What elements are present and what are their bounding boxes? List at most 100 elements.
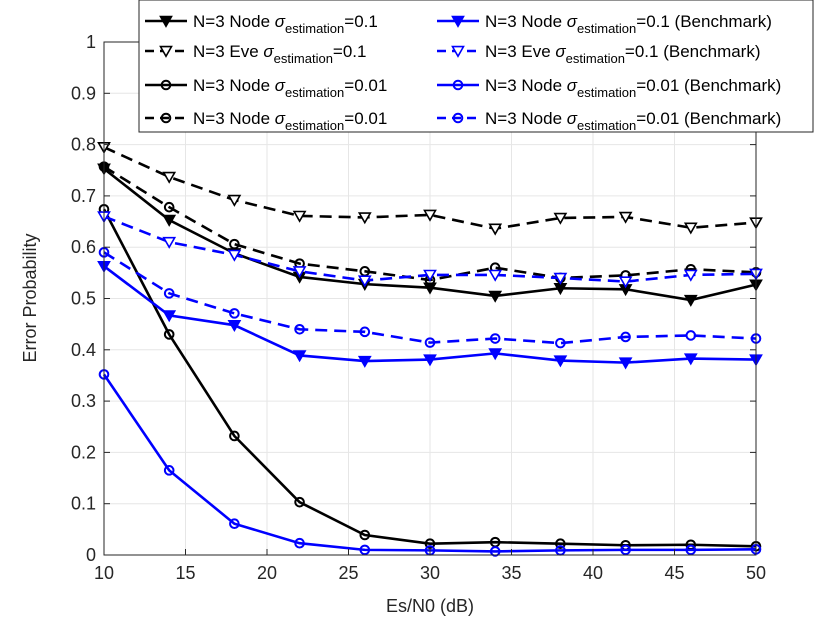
data-point [292, 266, 307, 279]
series-line [103, 251, 757, 345]
legend-marker [159, 15, 173, 28]
y-tick-label: 0.4 [71, 340, 96, 360]
legend: N=3 Node σestimation=0.1 N=3 Eve σestimat… [138, 0, 814, 133]
data-point [229, 238, 240, 250]
y-tick-label: 0.7 [71, 186, 96, 206]
legend-entry: N=3 Node σestimation=0.1 [145, 12, 378, 36]
x-tick-label: 30 [420, 563, 440, 583]
data-point [423, 282, 437, 295]
legend-marker [451, 45, 465, 58]
data-point [162, 236, 177, 249]
data-point [163, 465, 175, 476]
series-5 [97, 260, 763, 370]
series-line [103, 215, 757, 283]
legend-label: N=3 Node σestimation=0.1 (Benchmark) [485, 12, 772, 36]
data-point [683, 269, 698, 282]
legend-label: N=3 Eve σestimation=0.1 (Benchmark) [485, 42, 761, 66]
legend-entry: N=3 Eve σestimation=0.1 [145, 42, 366, 66]
y-tick-label: 0.1 [71, 494, 96, 514]
data-point [618, 276, 633, 289]
x-axis-label: Es/N0 (dB) [386, 596, 474, 616]
legend-entry: N=3 Node σestimation=0.1 (Benchmark) [437, 12, 772, 36]
x-tick-label: 10 [94, 563, 114, 583]
data-point [424, 538, 436, 550]
legend-marker [452, 112, 464, 124]
series-line [102, 208, 757, 548]
x-tick-label: 25 [338, 563, 358, 583]
y-axis-label: Error Probability [20, 233, 40, 362]
data-point [292, 350, 307, 363]
data-point [555, 538, 566, 550]
data-point [294, 537, 305, 549]
legend-label: N=3 Node σestimation=0.01 [193, 109, 387, 133]
data-point [489, 546, 501, 557]
data-point [229, 430, 240, 442]
data-point [618, 211, 633, 224]
legend-label: N=3 Node σestimation=0.01 (Benchmark) [485, 109, 781, 133]
data-point [683, 294, 698, 307]
legend-marker [160, 112, 172, 124]
data-point [488, 290, 503, 303]
legend-entry: N=3 Node σestimation=0.01 [145, 76, 387, 100]
data-point [488, 223, 503, 236]
data-point [162, 214, 177, 227]
y-tick-label: 0.9 [71, 83, 96, 103]
legend-marker [159, 45, 173, 58]
data-point [685, 544, 697, 556]
y-tick-label: 1 [86, 32, 96, 52]
data-point [488, 269, 503, 282]
legend-entry: N=3 Node σestimation=0.01 (Benchmark) [437, 76, 781, 100]
data-point [163, 329, 175, 340]
data-point [162, 310, 177, 323]
legend-entry: N=3 Node σestimation=0.01 [145, 109, 387, 133]
y-tick-label: 0.6 [71, 237, 96, 257]
data-point [553, 272, 568, 285]
x-tick-label: 15 [175, 563, 195, 583]
data-point [227, 319, 242, 333]
legend-entry: N=3 Node σestimation=0.01 (Benchmark) [437, 109, 781, 133]
y-tick-label: 0.3 [71, 391, 96, 411]
data-point [229, 518, 240, 530]
data-point [229, 308, 240, 319]
data-point [685, 330, 697, 341]
data-point [489, 333, 501, 344]
x-tick-label: 45 [664, 563, 684, 583]
data-point [620, 331, 631, 343]
data-point [357, 275, 372, 288]
data-point [359, 544, 371, 556]
data-point [553, 212, 568, 225]
legend-label: N=3 Node σestimation=0.1 [193, 12, 378, 36]
legend-marker [160, 79, 172, 91]
legend-marker [451, 15, 465, 28]
legend-label: N=3 Node σestimation=0.01 [193, 76, 387, 100]
data-point [294, 496, 305, 508]
data-point [424, 337, 436, 348]
data-point [227, 249, 242, 262]
y-tick-label: 0.2 [71, 442, 96, 462]
data-point [488, 348, 503, 361]
series-line [103, 145, 757, 231]
data-point [423, 209, 437, 222]
data-point [359, 529, 371, 541]
y-tick-label: 0.8 [71, 135, 96, 155]
legend-marker [452, 79, 464, 91]
legend-label: N=3 Eve σestimation=0.1 [193, 42, 366, 66]
data-point [357, 212, 372, 225]
legend-entry: N=3 Eve σestimation=0.1 (Benchmark) [437, 42, 761, 66]
data-point [553, 355, 568, 368]
data-point [163, 201, 175, 213]
x-tick-label: 40 [583, 563, 603, 583]
y-tick-label: 0.5 [71, 289, 96, 309]
x-tick-label: 35 [501, 563, 521, 583]
data-point [359, 326, 371, 338]
y-tick-label: 0 [86, 545, 96, 565]
data-point [294, 323, 305, 335]
data-point [423, 269, 437, 282]
data-point [618, 357, 633, 370]
x-tick-label: 50 [746, 563, 766, 583]
data-point [620, 544, 631, 556]
data-point [292, 210, 307, 223]
x-tick-label: 20 [257, 563, 277, 583]
data-point [162, 171, 177, 184]
data-point [683, 353, 698, 366]
